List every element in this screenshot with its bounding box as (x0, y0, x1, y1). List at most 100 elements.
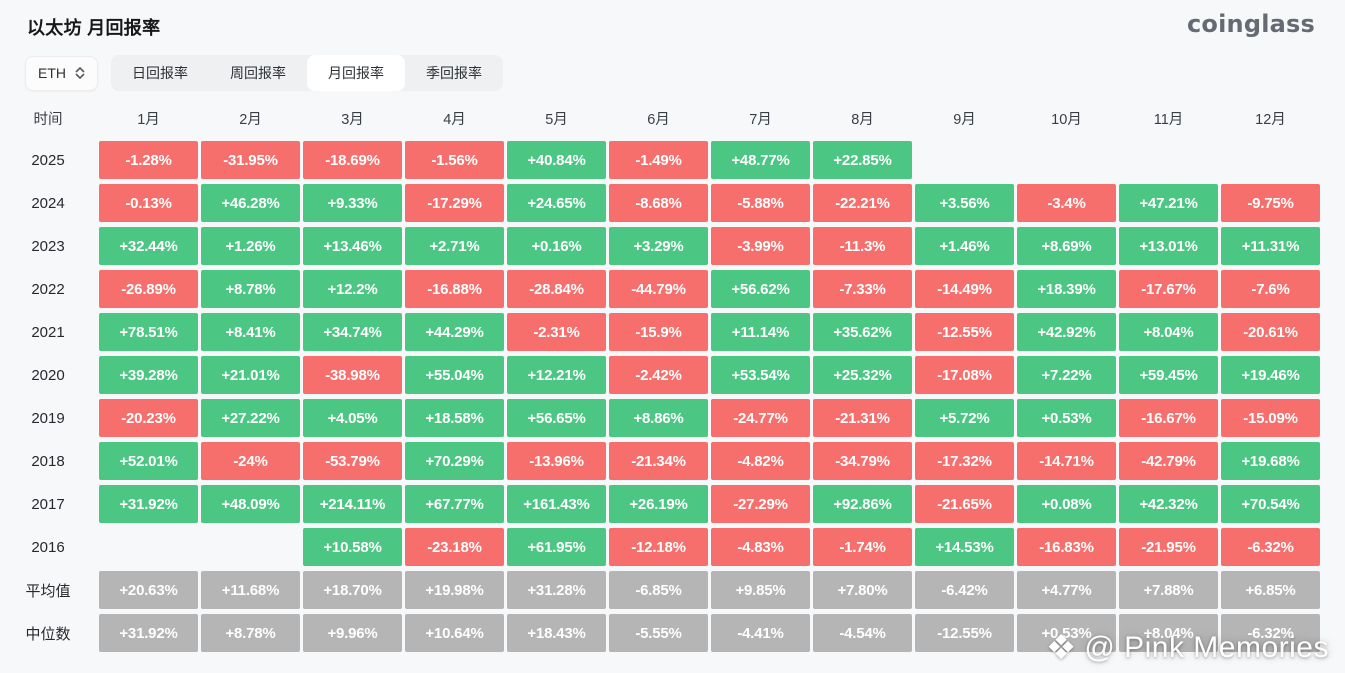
return-cell: +34.74% (303, 313, 402, 351)
return-cell: +56.62% (711, 270, 810, 308)
return-cell: +52.01% (99, 442, 198, 480)
return-cell: -12.55% (915, 614, 1014, 652)
return-cell: +18.43% (507, 614, 606, 652)
return-cell: -2.31% (507, 313, 606, 351)
return-cell: +0.08% (1017, 485, 1116, 523)
return-cell: +214.11% (303, 485, 402, 523)
return-cell: +12.21% (507, 356, 606, 394)
return-cell: +3.56% (915, 184, 1014, 222)
return-cell: -21.95% (1119, 528, 1218, 566)
return-cell: -22.21% (813, 184, 912, 222)
month-header: 12月 (1255, 111, 1286, 128)
tab-monthly-return[interactable]: 月回报率 (307, 55, 405, 91)
month-header: 6月 (647, 111, 670, 128)
return-cell: -1.56% (405, 141, 504, 179)
return-cell: +6.85% (1221, 571, 1320, 609)
return-cell: -44.79% (609, 270, 708, 308)
return-cell: +12.2% (303, 270, 402, 308)
return-cell: -18.69% (303, 141, 402, 179)
return-cell: -53.79% (303, 442, 402, 480)
row-label: 2022 (31, 280, 65, 298)
coinglass-logo: coinglass (1187, 10, 1315, 38)
return-cell: +9.96% (303, 614, 402, 652)
return-cell: -20.61% (1221, 313, 1320, 351)
return-cell: +26.19% (609, 485, 708, 523)
return-period-tabs: 日回报率 周回报率 月回报率 季回报率 (111, 55, 503, 91)
coin-selector[interactable]: ETH (25, 55, 98, 91)
return-cell: -26.89% (99, 270, 198, 308)
returns-table: 2025 -1.28% -31.95% -18.69% -1.56% +40.84% -1.… (0, 141, 1320, 652)
return-cell: -9.75% (1221, 184, 1320, 222)
return-cell: +10.58% (303, 528, 402, 566)
month-header: 5月 (545, 111, 568, 128)
return-cell: +24.65% (507, 184, 606, 222)
return-cell: +55.04% (405, 356, 504, 394)
row-label: 2017 (31, 495, 65, 513)
return-cell: -12.18% (609, 528, 708, 566)
return-cell: +1.26% (201, 227, 300, 265)
row-label: 2023 (31, 237, 65, 255)
return-cell: -15.9% (609, 313, 708, 351)
return-cell: -17.08% (915, 356, 1014, 394)
month-header: 8月 (851, 111, 874, 128)
return-cell: -4.41% (711, 614, 810, 652)
page-title: 以太坊 月回报率 (27, 18, 161, 38)
return-cell: +19.68% (1221, 442, 1320, 480)
return-cell: -1.28% (99, 141, 198, 179)
return-cell: +42.32% (1119, 485, 1218, 523)
return-cell: -15.09% (1221, 399, 1320, 437)
return-cell: +11.31% (1221, 227, 1320, 265)
return-cell: -7.6% (1221, 270, 1320, 308)
month-header: 2月 (239, 111, 262, 128)
return-cell: -17.32% (915, 442, 1014, 480)
return-cell: +0.16% (507, 227, 606, 265)
row-label: 2019 (31, 409, 65, 427)
return-cell: -14.71% (1017, 442, 1116, 480)
return-cell: +19.98% (405, 571, 504, 609)
return-cell: -21.34% (609, 442, 708, 480)
coin-selector-value: ETH (38, 65, 66, 81)
return-cell: -6.42% (915, 571, 1014, 609)
return-cell: +1.46% (915, 227, 1014, 265)
month-header: 4月 (443, 111, 466, 128)
return-cell: +25.32% (813, 356, 912, 394)
return-cell: -21.65% (915, 485, 1014, 523)
return-cell: -2.42% (609, 356, 708, 394)
return-cell: +32.44% (99, 227, 198, 265)
return-cell: +0.53% (1017, 399, 1116, 437)
return-cell: -1.74% (813, 528, 912, 566)
return-cell: +20.63% (99, 571, 198, 609)
return-cell: +9.85% (711, 571, 810, 609)
return-cell: -6.32% (1221, 528, 1320, 566)
return-cell: +39.28% (99, 356, 198, 394)
return-cell: -23.18% (405, 528, 504, 566)
return-cell: +7.22% (1017, 356, 1116, 394)
return-cell: -12.55% (915, 313, 1014, 351)
return-cell: +47.21% (1119, 184, 1218, 222)
return-cell: -4.54% (813, 614, 912, 652)
tab-weekly-return[interactable]: 周回报率 (230, 65, 286, 81)
return-cell: +161.43% (507, 485, 606, 523)
return-cell: +48.77% (711, 141, 810, 179)
return-cell: +11.14% (711, 313, 810, 351)
toolbar: ETH 日回报率 周回报率 月回报率 季回报率 (25, 55, 1345, 91)
return-cell: +59.45% (1119, 356, 1218, 394)
return-cell: -16.83% (1017, 528, 1116, 566)
return-cell: +27.22% (201, 399, 300, 437)
month-header: 3月 (341, 111, 364, 128)
tab-daily-return[interactable]: 日回报率 (132, 65, 188, 81)
return-cell: +70.29% (405, 442, 504, 480)
return-cell: +14.53% (915, 528, 1014, 566)
return-cell: +31.92% (99, 614, 198, 652)
return-cell: -3.99% (711, 227, 810, 265)
return-cell: -14.49% (915, 270, 1014, 308)
return-cell: +2.71% (405, 227, 504, 265)
return-cell: +8.41% (201, 313, 300, 351)
row-label: 2020 (31, 366, 65, 384)
return-cell: -16.67% (1119, 399, 1218, 437)
tab-quarterly-return[interactable]: 季回报率 (426, 65, 482, 81)
return-cell: +8.86% (609, 399, 708, 437)
return-cell: -4.83% (711, 528, 810, 566)
return-cell: -31.95% (201, 141, 300, 179)
return-cell (201, 528, 300, 566)
